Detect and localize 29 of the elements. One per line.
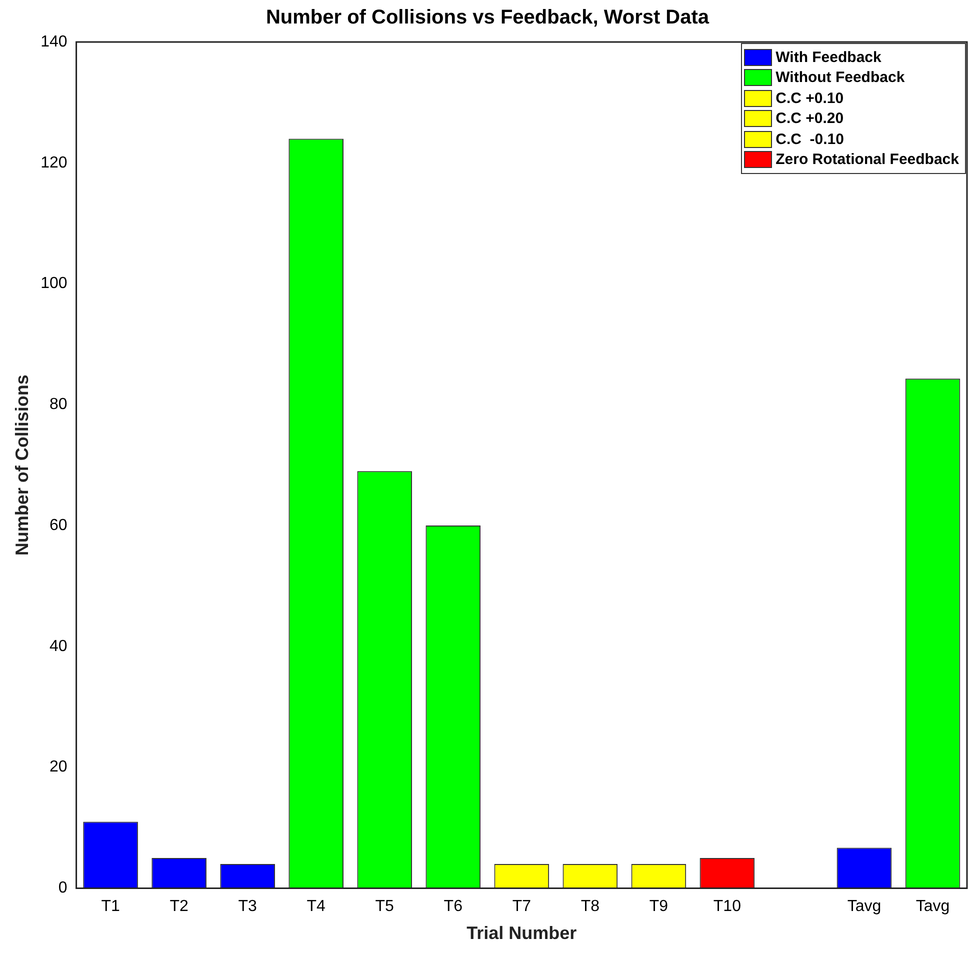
x-tick-label: T4 bbox=[306, 898, 326, 916]
legend-label: Without Feedback bbox=[776, 69, 905, 86]
x-tick-label: T7 bbox=[512, 898, 532, 916]
legend-label: With Feedback bbox=[776, 48, 882, 66]
y-tick-label: 40 bbox=[50, 638, 68, 655]
x-axis-title: Trial Number bbox=[466, 923, 577, 944]
x-tick-label: T5 bbox=[375, 898, 394, 916]
y-tick-label: 100 bbox=[40, 275, 68, 292]
y-axis-title: Number of Collisions bbox=[12, 374, 32, 556]
legend-label: C.C +0.10 bbox=[776, 90, 844, 107]
x-tick-label: T3 bbox=[238, 898, 258, 916]
legend-label: C.C -0.10 bbox=[776, 130, 844, 148]
y-tick-label: 80 bbox=[50, 396, 68, 414]
x-tick-label: T6 bbox=[444, 898, 463, 916]
legend-label: Zero Rotational Feedback bbox=[776, 151, 959, 168]
y-tick-label: 140 bbox=[40, 33, 68, 50]
x-tick-label: Tavg bbox=[916, 898, 950, 916]
x-tick-label: Tavg bbox=[847, 898, 882, 916]
chart-title: Number of Collisions vs Feedback, Worst Data bbox=[266, 6, 710, 29]
legend-label: C.C +0.20 bbox=[776, 110, 844, 128]
y-tick-label: 20 bbox=[50, 758, 68, 776]
x-tick-label: T2 bbox=[170, 898, 189, 916]
y-tick-label: 120 bbox=[40, 154, 68, 172]
y-tick-label: 60 bbox=[50, 516, 68, 534]
x-tick-label: T1 bbox=[101, 898, 120, 916]
x-tick-label: T9 bbox=[649, 898, 668, 916]
y-tick-label: 0 bbox=[58, 880, 68, 897]
x-tick-label: T8 bbox=[580, 898, 600, 916]
x-tick-label: T10 bbox=[713, 898, 742, 916]
